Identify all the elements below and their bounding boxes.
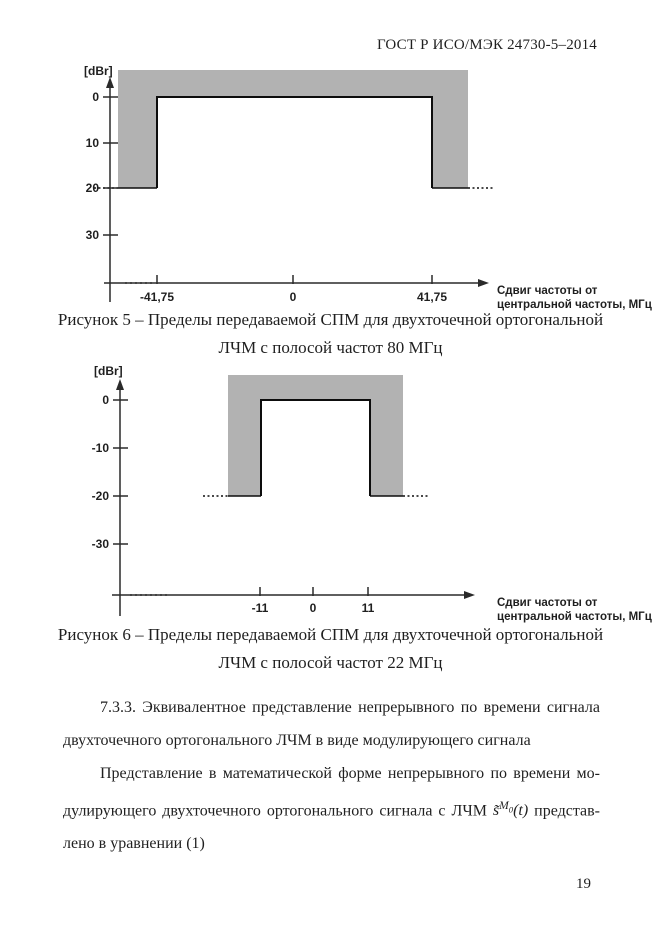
formula-base: s̃ (492, 802, 500, 820)
x-tick-label: 11 (362, 601, 375, 615)
paragraph-line1: Представление в математической форме неп… (100, 765, 600, 782)
y-axis-arrowhead (106, 77, 114, 88)
figure-6-caption: Рисунок 6 – Пределы передаваемой СПМ для… (0, 621, 661, 677)
y-tick-label: 0 (92, 90, 99, 104)
paragraph-line3: лено в уравнении (1) (63, 835, 205, 853)
y-tick-label: 10 (86, 136, 100, 150)
formula-superscript-sub: 0 (508, 804, 514, 815)
y-tick-label: 0 (102, 393, 109, 407)
paragraph-line2: дулирующего двухточечного ортогонального… (63, 790, 600, 827)
x-axis-arrowhead (464, 591, 475, 599)
figure-5-caption: Рисунок 5 – Пределы передаваемой СПМ для… (0, 306, 661, 362)
paragraph-line2-pre: дулирующего двухточечного ортогонального… (63, 802, 493, 820)
x-axis-label-line1: Сдвиг частоты от (497, 597, 598, 609)
document-header: ГОСТ Р ИСО/МЭК 24730-5–2014 (376, 37, 597, 53)
x-tick-label: -11 (252, 601, 269, 615)
spectral-mask-region (228, 375, 403, 496)
mask-limit-line (260, 399, 371, 496)
x-axis-label-line2: центральной частоты, МГц (497, 611, 652, 623)
figure-6-caption-line1: Рисунок 6 – Пределы передаваемой СПМ для… (57, 625, 604, 644)
y-axis-unit-label: [dBr] (94, 364, 123, 378)
y-tick-label: -20 (92, 489, 110, 503)
x-tick-label: 0 (310, 601, 317, 615)
figure-6-chart: [dBr] 0 -10 -20 -30 -11 0 11 Сдвиг часто… (92, 364, 652, 623)
x-tick-label: 0 (290, 290, 297, 304)
section-7-3-3-line1: 7.3.3. Эквивалентное представление непре… (100, 699, 600, 716)
x-axis-label-line1: Сдвиг частоты от (497, 285, 598, 297)
figure-6-caption-line2: ЛЧМ с полосой частот 22 МГц (218, 653, 443, 672)
section-7-3-3-line2: двухточечного ортогонального ЛЧМ в виде … (63, 732, 531, 749)
x-tick-label: 41,75 (417, 290, 447, 304)
page-number: 19 (576, 876, 591, 892)
formula-superscript: M0 (499, 800, 514, 815)
paragraph-line2-post: представ- (528, 802, 600, 820)
spectral-mask-region (118, 70, 468, 188)
y-tick-label: 20 (86, 181, 100, 195)
y-tick-label: 30 (86, 228, 100, 242)
body-text-block: 7.3.3. Эквивалентное представление непре… (63, 691, 600, 860)
x-tick-label: -41,75 (140, 290, 174, 304)
figure-5-chart: [dBr] 0 10 20 30 -41,75 0 41,75 Сдвиг ча… (84, 64, 652, 311)
y-axis-unit-label: [dBr] (84, 64, 113, 78)
formula-tail: (t) (513, 802, 529, 820)
figure-5-caption-line1: Рисунок 5 – Пределы передаваемой СПМ для… (57, 310, 604, 329)
formula-s-tilde-modulating-signal: s̃M0(t) (492, 800, 529, 820)
x-axis-arrowhead (478, 279, 489, 287)
formula-superscript-m: M (499, 800, 509, 812)
y-axis-arrowhead (116, 379, 124, 390)
y-tick-label: -10 (92, 441, 110, 455)
x-axis-label-line2: центральной частоты, МГц (497, 299, 652, 311)
y-tick-label: -30 (92, 537, 110, 551)
figure-5-caption-line2: ЛЧМ с полосой частот 80 МГц (218, 338, 443, 357)
mask-limit-line (156, 96, 433, 188)
